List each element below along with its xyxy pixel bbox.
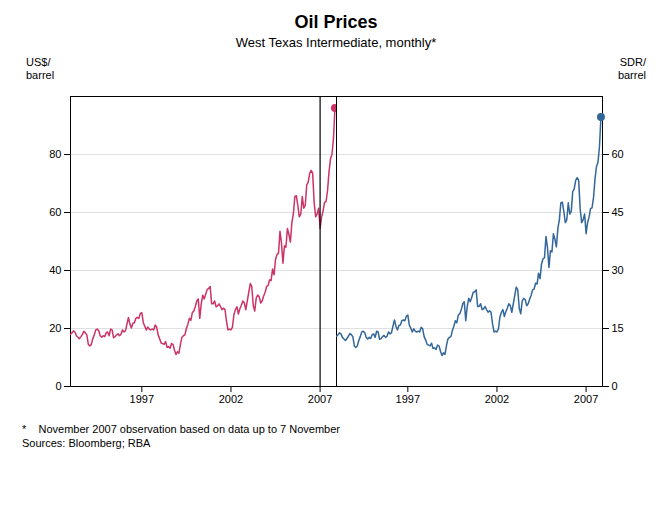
svg-text:60: 60	[49, 206, 61, 218]
html-text:Oil Prices: Oil Prices	[294, 12, 378, 32]
svg-text:2002: 2002	[485, 393, 509, 405]
html-text:SDR/ barrel: SDR/ barrel	[617, 56, 646, 82]
svg-text:80: 80	[49, 148, 61, 160]
svg-text:2007: 2007	[308, 393, 332, 405]
html-text:* November 2007 observation ba: * November 2007 observation based on dat…	[22, 423, 340, 450]
svg-text:1997: 1997	[130, 393, 154, 405]
svg-text:0: 0	[55, 380, 61, 392]
svg-text:30: 30	[612, 264, 624, 276]
html-text:US$/ barrel: US$/ barrel	[26, 56, 55, 82]
svg-text:45: 45	[612, 206, 624, 218]
html-text:West Texas Intermediate, month: West Texas Intermediate, monthly*	[235, 35, 437, 50]
svg-text:15: 15	[612, 322, 624, 334]
svg-text:40: 40	[49, 264, 61, 276]
svg-text:0: 0	[612, 380, 618, 392]
svg-text:60: 60	[612, 148, 624, 160]
svg-text:2002: 2002	[219, 393, 243, 405]
svg-text:1997: 1997	[396, 393, 420, 405]
svg-text:20: 20	[49, 322, 61, 334]
svg-text:2007: 2007	[574, 393, 598, 405]
